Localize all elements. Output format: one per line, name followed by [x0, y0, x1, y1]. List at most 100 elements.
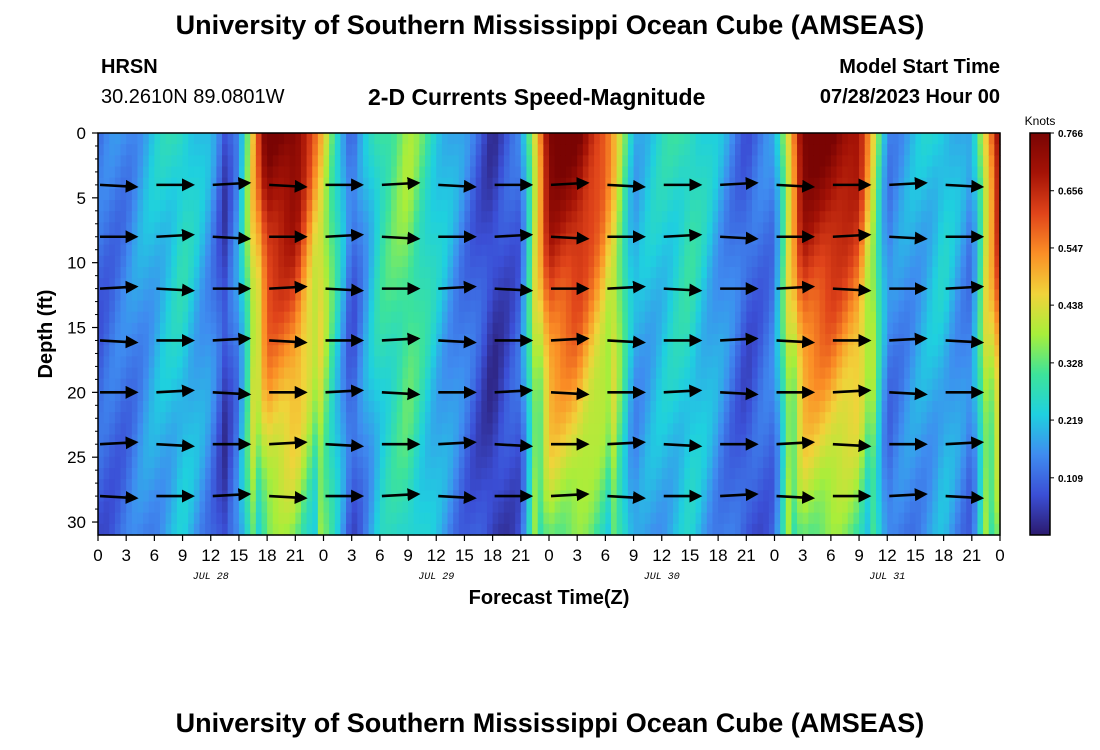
heatmap-cell: [757, 434, 764, 447]
heatmap-cell: [346, 356, 353, 369]
heatmap-cell: [639, 244, 646, 257]
heatmap-cell: [402, 479, 409, 491]
heatmap-cell: [300, 322, 308, 335]
heatmap-cell: [633, 423, 640, 436]
heatmap-cell: [176, 289, 184, 302]
heatmap-cell: [210, 155, 217, 168]
heatmap-cell: [385, 345, 392, 357]
heatmap-cell: [334, 468, 342, 480]
heatmap-cell: [329, 445, 336, 458]
heatmap-cell: [143, 166, 150, 179]
heatmap-cell: [470, 289, 477, 302]
heatmap-cell: [526, 177, 533, 190]
heatmap-cell: [853, 144, 860, 156]
heatmap-cell: [436, 468, 443, 480]
heatmap-cell: [611, 222, 618, 235]
heatmap-cell: [148, 133, 155, 145]
heatmap-cell: [864, 155, 871, 168]
heatmap-cell: [188, 300, 195, 313]
heatmap-cell: [267, 267, 274, 279]
heatmap-cell: [120, 166, 127, 179]
heatmap-cell: [870, 423, 877, 436]
heatmap-cell: [261, 133, 268, 145]
heatmap-cell: [751, 512, 759, 525]
heatmap-cell: [740, 490, 747, 503]
heatmap-cell: [160, 289, 167, 302]
heatmap-cell: [785, 378, 793, 391]
heatmap-cell: [250, 501, 257, 514]
heatmap-cell: [329, 523, 336, 536]
heatmap-cell: [126, 211, 133, 223]
heatmap-cell: [864, 401, 871, 413]
heatmap-cell: [599, 244, 606, 257]
heatmap-cell: [329, 434, 336, 447]
heatmap-cell: [278, 155, 285, 168]
heatmap-cell: [470, 255, 477, 268]
heatmap-cell: [475, 133, 482, 145]
heatmap-cell: [549, 244, 556, 257]
heatmap-cell: [300, 523, 308, 536]
heatmap-cell: [284, 423, 291, 436]
heatmap-cell: [633, 222, 640, 235]
heatmap-cell: [791, 345, 798, 357]
heatmap-cell: [289, 244, 296, 257]
heatmap-cell: [853, 445, 860, 458]
heatmap-cell: [503, 345, 511, 357]
heatmap-cell: [740, 423, 747, 436]
heatmap-cell: [160, 177, 167, 190]
heatmap-cell: [351, 356, 358, 369]
heatmap-cell: [436, 177, 443, 190]
heatmap-cell: [323, 501, 330, 514]
heatmap-cell: [272, 512, 279, 525]
heatmap-cell: [199, 222, 206, 235]
heatmap-cell: [735, 300, 742, 313]
heatmap-cell: [323, 423, 330, 436]
heatmap-cell: [808, 479, 815, 491]
heatmap-cell: [616, 267, 623, 279]
heatmap-cell: [735, 378, 742, 391]
heatmap-cell: [261, 456, 268, 469]
heatmap-cell: [481, 278, 488, 290]
heatmap-cell: [137, 389, 144, 402]
heatmap-cell: [458, 155, 466, 168]
heatmap-cell: [718, 501, 725, 514]
heatmap-cell: [312, 166, 319, 179]
heatmap-cell: [481, 445, 488, 458]
heatmap-cell: [774, 445, 781, 458]
heatmap-cell: [847, 434, 855, 447]
heatmap-cell: [633, 479, 640, 491]
heatmap-cell: [278, 468, 285, 480]
heatmap-cell: [126, 345, 133, 357]
heatmap-cell: [830, 389, 838, 402]
heatmap-cell: [813, 267, 821, 279]
heatmap-cell: [723, 523, 730, 536]
heatmap-cell: [464, 255, 471, 268]
heatmap-cell: [678, 378, 685, 391]
heatmap-cell: [340, 155, 347, 168]
heatmap-cell: [148, 490, 155, 503]
heatmap-cell: [639, 133, 646, 145]
heatmap-cell: [560, 479, 567, 491]
heatmap-cell: [830, 401, 838, 413]
heatmap-cell: [109, 222, 116, 235]
heatmap-cell: [323, 512, 330, 525]
heatmap-cell: [165, 345, 172, 357]
heatmap-cell: [503, 445, 511, 458]
heatmap-cell: [165, 389, 172, 402]
heatmap-cell: [340, 378, 347, 391]
heatmap-cell: [419, 468, 426, 480]
heatmap-cell: [171, 233, 178, 246]
heatmap-cell: [176, 412, 184, 424]
heatmap-cell: [374, 445, 381, 458]
heatmap-cell: [678, 289, 685, 302]
heatmap-cell: [193, 144, 201, 156]
heatmap-cell: [537, 345, 544, 357]
heatmap-cell: [549, 289, 556, 302]
heatmap-cell: [255, 244, 263, 257]
heatmap-cell: [520, 200, 528, 212]
heatmap-cell: [148, 289, 155, 302]
heatmap-cell: [712, 267, 719, 279]
heatmap-cell: [808, 267, 815, 279]
heatmap-cell: [126, 434, 133, 447]
heatmap-cell: [481, 412, 488, 424]
